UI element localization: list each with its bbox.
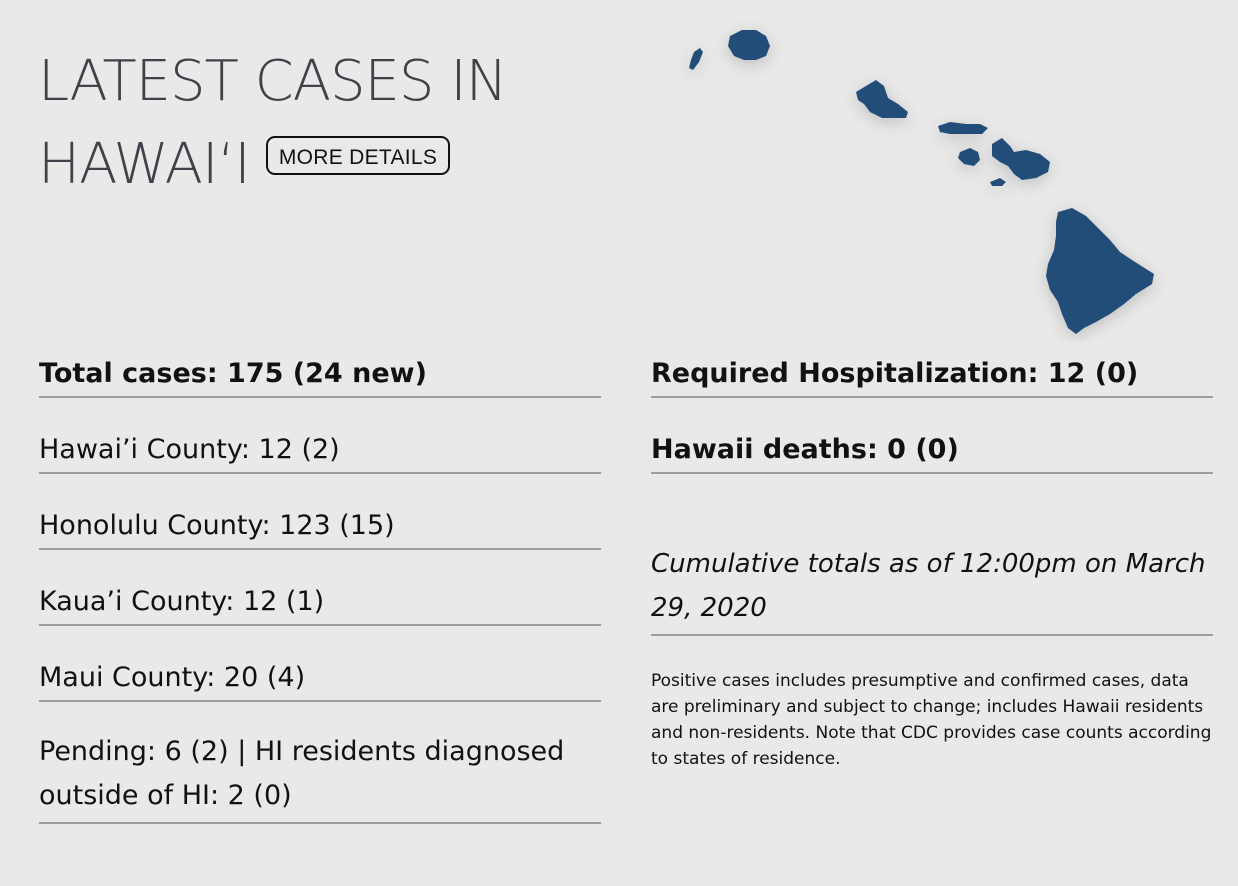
- county-honolulu: Honolulu County: 123 (15): [39, 510, 395, 541]
- hospitalization: Required Hospitalization: 12 (0): [651, 358, 1139, 389]
- pending-row: Pending: 6 (2) | HI residents diagnosed …: [39, 730, 601, 824]
- data-note: Positive cases includes presumptive and …: [651, 671, 1212, 769]
- title-line-1: LATEST CASES IN: [38, 49, 508, 114]
- summary-stats: Required Hospitalization: 12 (0) Hawaii …: [651, 350, 1213, 772]
- as-of-row: Cumulative totals as of 12:00pm on March…: [651, 542, 1213, 636]
- county-kauai: Kaua’i County: 12 (1): [39, 586, 325, 617]
- total-cases-row: Total cases: 175 (24 new): [39, 350, 601, 398]
- island-hawaii: [1046, 208, 1154, 334]
- island-maui: [992, 138, 1050, 180]
- hawaii-islands-map-icon: [689, 30, 1154, 334]
- pending-cases: Pending: 6 (2) | HI residents diagnosed …: [39, 736, 565, 811]
- island-lanai: [958, 148, 980, 166]
- county-stats: Total cases: 175 (24 new) Hawai’i County…: [39, 350, 601, 852]
- island-kahoolawe: [990, 178, 1006, 186]
- hospitalization-row: Required Hospitalization: 12 (0): [651, 350, 1213, 398]
- county-row-maui: Maui County: 20 (4): [39, 654, 601, 702]
- island-oahu: [856, 80, 908, 118]
- title-hawaii: HAWAIʻI: [38, 132, 251, 197]
- island-molokai: [938, 122, 988, 134]
- as-of-date: Cumulative totals as of 12:00pm on March…: [651, 549, 1206, 623]
- county-hawaii: Hawai’i County: 12 (2): [39, 434, 340, 465]
- spacer: [651, 502, 1213, 542]
- county-maui: Maui County: 20 (4): [39, 662, 306, 693]
- county-row-honolulu: Honolulu County: 123 (15): [39, 502, 601, 550]
- more-details-button[interactable]: MORE DETAILS: [265, 136, 451, 176]
- title-line-2: HAWAIʻI MORE DETAILS: [38, 123, 507, 206]
- island-niihau: [689, 48, 703, 70]
- county-row-hawaii: Hawai’i County: 12 (2): [39, 426, 601, 474]
- deaths-row: Hawaii deaths: 0 (0): [651, 426, 1213, 474]
- hawaii-deaths: Hawaii deaths: 0 (0): [651, 434, 959, 465]
- island-kauai: [728, 30, 770, 60]
- page-title: LATEST CASES IN HAWAIʻI MORE DETAILS: [38, 40, 508, 206]
- county-row-kauai: Kaua’i County: 12 (1): [39, 578, 601, 626]
- total-cases: Total cases: 175 (24 new): [39, 358, 427, 389]
